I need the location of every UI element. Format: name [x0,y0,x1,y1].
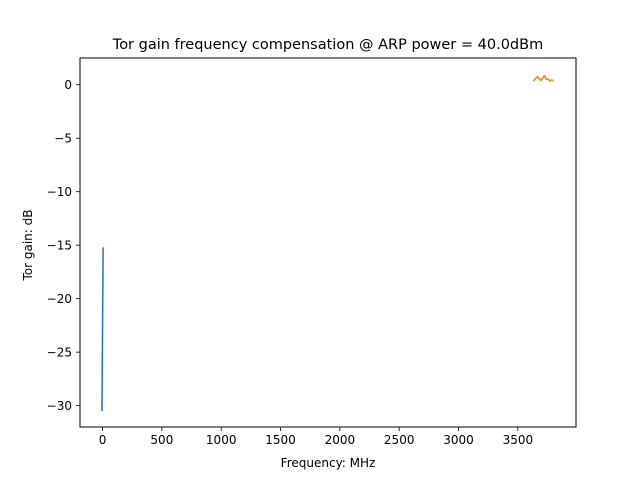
y-tick-label: 0 [64,78,72,92]
y-tick-label: −15 [47,239,72,253]
x-axis: 0 500 1000 1500 2000 2500 3000 3500 [99,427,533,447]
y-tick-label: −30 [47,399,72,413]
y-axis-label: Tor gain: dB [21,210,35,282]
y-tick-label: −10 [47,185,72,199]
x-tick-label: 1000 [206,433,237,447]
x-tick-label: 3000 [443,433,474,447]
y-tick-label: −20 [47,292,72,306]
x-tick-label: 0 [99,433,107,447]
x-axis-label: Frequency: MHz [281,456,376,470]
x-tick-label: 500 [150,433,173,447]
series-line-1 [101,247,104,411]
x-tick-label: 1500 [265,433,296,447]
y-tick-label: −25 [47,346,72,360]
series-line-2 [532,74,554,82]
y-tick-label: −5 [54,132,72,146]
x-tick-label: 2000 [325,433,356,447]
x-tick-label: 2500 [384,433,415,447]
y-axis: 0 −5 −10 −15 −20 −25 −30 [47,78,80,413]
plot-frame [79,57,577,428]
x-tick-label: 3500 [503,433,534,447]
chart-title: Tor gain frequency compensation @ ARP po… [112,37,543,53]
